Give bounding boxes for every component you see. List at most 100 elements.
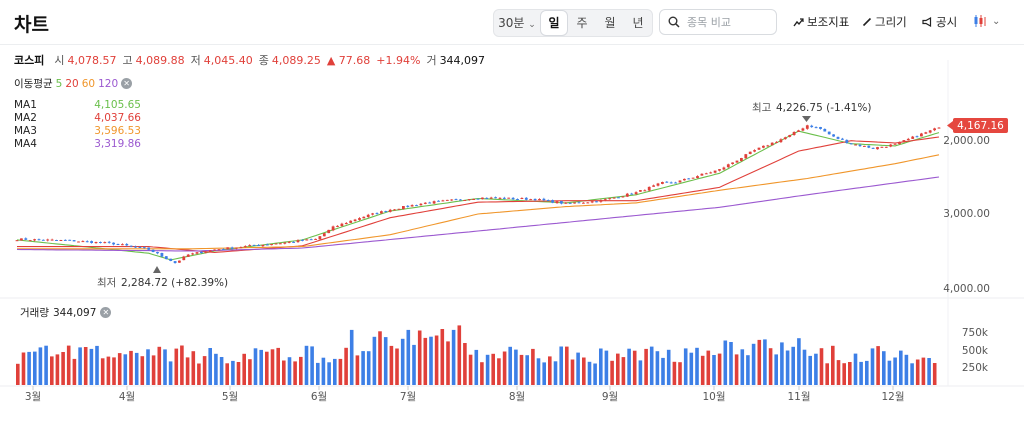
pencil-icon [862, 17, 872, 27]
chart-type-dropdown[interactable]: ⌄ [973, 14, 1000, 28]
candle [178, 260, 181, 263]
candle [164, 256, 168, 260]
candle [498, 197, 502, 199]
volume-bar [763, 339, 767, 385]
volume-bar [497, 358, 501, 385]
high-annotation-label: 최고 [752, 102, 772, 114]
candle [511, 197, 515, 200]
candle [77, 241, 80, 243]
volume-ticks: 750k 500k 250k [962, 327, 989, 374]
chevron-down-icon: ⌄ [528, 20, 536, 30]
volume-bar [440, 329, 445, 385]
candle [876, 147, 879, 150]
volume-legend-value: 344,097 [52, 306, 97, 319]
volume-bar [836, 360, 841, 385]
candle [880, 146, 884, 148]
volume-bar [140, 356, 145, 385]
ma-period-20: 20 [65, 77, 79, 90]
volume-bar [316, 362, 320, 385]
close-label: 종 [258, 54, 269, 67]
disclosure-button[interactable]: 공시 [922, 14, 957, 30]
volume-bar [112, 357, 116, 385]
volume-bars [16, 325, 937, 385]
period-day-button[interactable]: 일 [540, 10, 568, 36]
close-icon[interactable]: ✕ [121, 78, 133, 89]
month-tick-label: 8월 [509, 391, 525, 403]
candle [423, 202, 427, 204]
candle [542, 198, 546, 201]
candle [533, 198, 537, 201]
volume-bar [168, 361, 173, 385]
candle [217, 249, 221, 251]
volume-bar [559, 346, 563, 385]
price-tick-label: 3,000.00 [943, 208, 990, 220]
candle [612, 197, 616, 199]
ma-line-ma4 [16, 176, 940, 252]
draw-button[interactable]: 그리기 [862, 14, 907, 30]
ma-row: MA2 4,037.66 [14, 112, 141, 124]
volume-bar [44, 345, 48, 385]
volume-bar [542, 362, 546, 385]
candle [112, 242, 115, 245]
candle [63, 239, 67, 241]
ma-legend-header[interactable]: 이동평균 5 20 60 120 ✕ [14, 76, 133, 91]
candle [208, 250, 212, 252]
volume-bar [253, 348, 258, 385]
volume-legend[interactable]: 거래량 344,097 ✕ [20, 305, 112, 320]
candle [524, 197, 528, 200]
candle [775, 141, 778, 143]
candle [502, 197, 506, 199]
period-week-button[interactable]: 주 [576, 16, 588, 30]
candle [617, 197, 620, 199]
period-30min-dropdown[interactable]: 30분 ⌄ [494, 10, 540, 36]
volume-bar [859, 361, 863, 385]
candle [239, 247, 243, 249]
volume-bar [236, 362, 241, 385]
candle [375, 213, 379, 215]
volume-bar [406, 329, 411, 385]
volume-bar [553, 361, 558, 385]
close-icon[interactable]: ✕ [100, 307, 112, 318]
volume-bar [717, 353, 722, 385]
indicator-label: 보조지표 [807, 15, 850, 29]
candle [792, 132, 796, 135]
candle [116, 244, 120, 245]
indicator-button[interactable]: 보조지표 [793, 14, 849, 30]
candle [748, 151, 752, 154]
month-ticks: 3월 4월 5월 6월 7월 8월 9월 10월 11월 12월 [25, 386, 905, 403]
candle [757, 147, 761, 150]
candle [147, 247, 151, 250]
candle [713, 170, 717, 173]
compare-search-box[interactable] [659, 9, 777, 35]
candle [915, 136, 919, 138]
candle [639, 190, 642, 192]
volume-bar [734, 354, 739, 385]
candle [871, 147, 875, 149]
volume-bar [134, 352, 139, 385]
period-month-button[interactable]: 월 [604, 16, 616, 30]
candle [388, 209, 392, 212]
candle [406, 205, 410, 207]
volume-bar [808, 355, 812, 385]
candle [538, 199, 541, 201]
open-label: 시 [54, 54, 65, 67]
period-selector[interactable]: 30분 ⌄ 일 주 월 년 [493, 9, 653, 37]
candle [103, 242, 107, 244]
index-name: 코스피 [14, 54, 45, 67]
candle [344, 223, 348, 225]
volume-bar [899, 350, 903, 385]
candle [849, 143, 853, 145]
volume-bar [66, 345, 71, 385]
candle [459, 199, 462, 201]
compare-search-input[interactable] [685, 14, 775, 30]
volume-bar [197, 363, 201, 385]
period-year-button[interactable]: 년 [632, 16, 644, 30]
candle [195, 252, 199, 254]
volume-bar [72, 358, 77, 385]
volume-bar [627, 348, 631, 385]
candlestick-icon [974, 15, 986, 27]
candle [906, 138, 910, 141]
volume-bar [740, 349, 745, 385]
volume-bar [870, 348, 875, 385]
